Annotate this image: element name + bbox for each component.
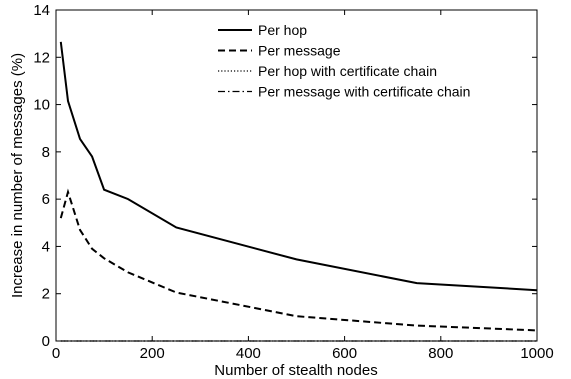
legend-label-1: Per message <box>258 43 341 59</box>
series-line-1 <box>59 188 538 332</box>
axis-ticks: 0 200 400 600 800 1000 0 2 4 6 8 10 12 14 <box>33 2 553 362</box>
y-tick-label: 8 <box>42 144 50 161</box>
y-tick-label: 0 <box>42 333 50 350</box>
x-tick-label: 0 <box>52 345 60 362</box>
x-tick-label: 800 <box>428 345 453 362</box>
plot-area <box>55 9 538 342</box>
plot-area-frame <box>55 9 538 342</box>
y-tick-label: 4 <box>42 238 50 255</box>
x-tick-label: 200 <box>140 345 165 362</box>
legend: Per hop Per message Per hop with certifica… <box>218 22 470 100</box>
x-tick-label: 1000 <box>520 345 553 362</box>
series-line-0 <box>59 41 538 292</box>
x-tick-label: 400 <box>236 345 261 362</box>
y-tick-label: 14 <box>33 2 50 19</box>
y-axis-label: Increase in number of messages (%) <box>9 53 26 298</box>
legend-label-2: Per hop with certificate chain <box>258 63 437 79</box>
y-tick-label: 2 <box>42 286 50 303</box>
legend-label-3: Per message with certificate chain <box>258 84 470 100</box>
x-tick-label: 600 <box>332 345 357 362</box>
y-tick-label: 6 <box>42 191 50 208</box>
y-tick-label: 10 <box>33 97 50 114</box>
x-axis-label: Number of stealth nodes <box>214 362 377 379</box>
legend-label-0: Per hop <box>258 22 307 38</box>
series-lines <box>59 41 538 342</box>
y-tick-label: 12 <box>33 49 50 66</box>
